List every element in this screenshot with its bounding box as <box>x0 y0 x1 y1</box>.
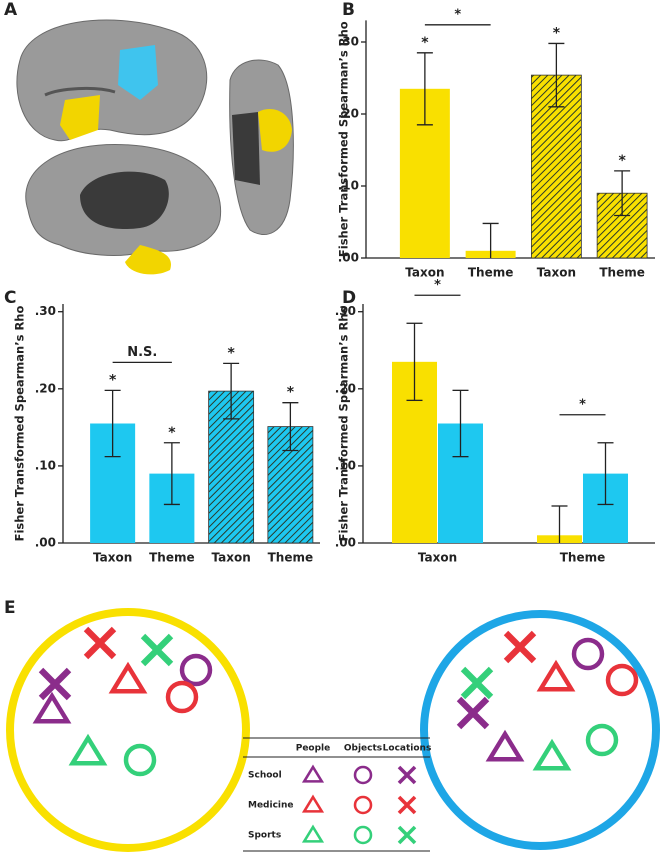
x-tick-label: Taxon <box>537 266 576 280</box>
table-header: Locations <box>383 744 432 754</box>
x-tick-label: Taxon <box>405 266 444 280</box>
triangle-symbol <box>301 764 325 783</box>
y-tick-label: .00 <box>35 536 56 550</box>
x-symbol <box>397 795 417 815</box>
circle-symbol <box>353 765 373 785</box>
table-row-label: Sports <box>248 831 281 841</box>
sig-label: * <box>421 35 429 51</box>
sig-label: * <box>618 153 626 169</box>
panel-label: D <box>342 288 356 308</box>
y-tick-label: .00 <box>335 536 356 550</box>
triangle-symbol <box>532 738 572 771</box>
y-tick-label: .20 <box>35 381 56 395</box>
y-tick-label: .10 <box>35 458 56 472</box>
x-tick-label: Theme <box>468 266 514 280</box>
circle-symbol <box>353 795 373 815</box>
panel-label: B <box>342 0 355 20</box>
y-tick-label: .20 <box>335 381 356 395</box>
triangle-symbol <box>536 659 576 692</box>
sig-label: * <box>168 425 176 441</box>
circle-symbol <box>353 825 373 845</box>
y-tick-label: .00 <box>338 251 359 265</box>
triangle-symbol <box>32 691 72 724</box>
blue-circle <box>420 610 660 850</box>
x-tick-label: Theme <box>599 266 645 280</box>
triangle-symbol <box>108 661 148 694</box>
yellow-circle <box>6 608 250 852</box>
x-tick-label: Taxon <box>93 551 132 565</box>
x-symbol <box>38 667 72 701</box>
y-tick-label: .30 <box>335 304 356 318</box>
circle-symbol <box>179 653 213 687</box>
x-symbol <box>460 666 494 700</box>
triangle-symbol <box>485 729 525 762</box>
sig-label: * <box>109 372 117 388</box>
y-tick-label: .20 <box>338 107 359 121</box>
table-header: People <box>296 744 331 754</box>
x-symbol <box>503 630 537 664</box>
y-tick-label: .30 <box>338 35 359 49</box>
x-tick-label: Theme <box>560 551 606 565</box>
circle-symbol <box>571 637 605 671</box>
circle-symbol <box>165 680 199 714</box>
table-row-label: Medicine <box>248 801 294 811</box>
triangle-symbol <box>301 824 325 843</box>
sig-bracket-label: * <box>454 7 461 22</box>
x-symbol <box>83 626 117 660</box>
triangle-symbol <box>301 794 325 813</box>
x-symbol <box>397 825 417 845</box>
x-tick-label: Taxon <box>211 551 250 565</box>
x-tick-label: Taxon <box>418 551 457 565</box>
y-axis-label: Fisher Transformed Spearman’s Rho <box>13 306 27 542</box>
x-tick-label: Theme <box>149 551 195 565</box>
x-tick-label: Theme <box>268 551 314 565</box>
x-symbol <box>140 633 174 667</box>
circle-symbol <box>123 743 157 777</box>
sig-label: * <box>227 345 235 361</box>
table-header: Objects <box>344 744 382 754</box>
sig-label: * <box>287 385 295 401</box>
sig-label: * <box>553 25 561 41</box>
table-row-label: School <box>248 771 282 781</box>
x-symbol <box>456 696 490 730</box>
y-tick-label: .10 <box>335 458 356 472</box>
y-axis-label: Fisher Transformed Spearman’s Rho <box>337 306 351 542</box>
sig-bracket-label: N.S. <box>127 345 157 360</box>
y-tick-label: .10 <box>338 179 359 193</box>
brain-illustrations <box>16 19 294 275</box>
y-axis-label: Fisher Transformed Spearman’s Rho <box>337 21 351 257</box>
sig-bracket-label: * <box>579 397 586 412</box>
panel-label: E <box>4 598 16 618</box>
sig-bracket-label: * <box>434 278 441 293</box>
triangle-symbol <box>68 733 108 766</box>
panel-label: C <box>4 288 16 308</box>
circle-symbol <box>585 723 619 757</box>
circle-symbol <box>605 663 639 697</box>
panel-label: A <box>4 0 18 20</box>
y-tick-label: .30 <box>35 304 56 318</box>
x-symbol <box>397 765 417 785</box>
